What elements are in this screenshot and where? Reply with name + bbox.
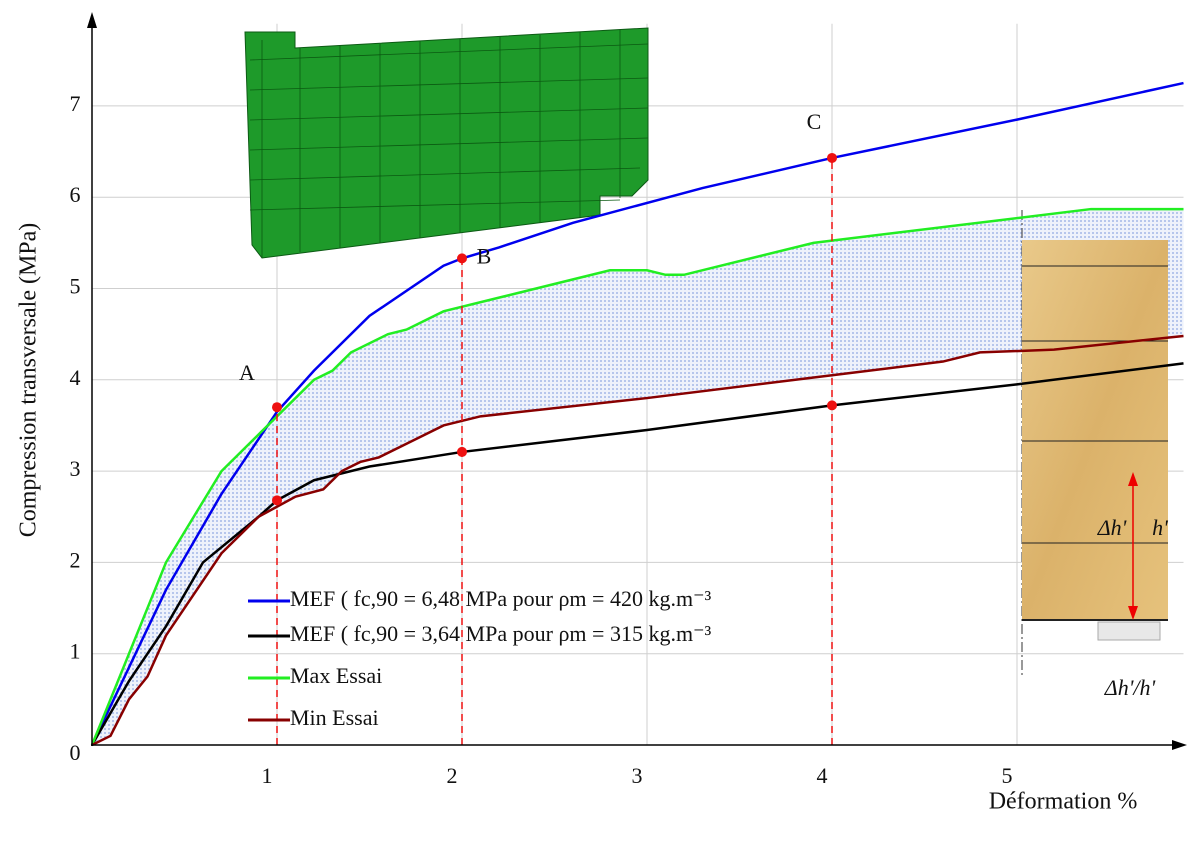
y-tick-label: 5 bbox=[70, 274, 81, 299]
x-tick-label: 1 bbox=[262, 763, 273, 788]
legend-label: MEF ( fc,90 = 6,48 MPa pour ρm = 420 kg.… bbox=[290, 586, 712, 611]
legend-label: Min Essai bbox=[290, 705, 379, 730]
y-tick-label: 0 bbox=[70, 740, 81, 765]
x-tick-label: 3 bbox=[632, 763, 643, 788]
x-arrow bbox=[1172, 740, 1187, 750]
range-band bbox=[92, 209, 1184, 746]
annotation: Δh' bbox=[1097, 515, 1127, 540]
y-arrow bbox=[87, 12, 97, 28]
x-axis-label: Déformation % bbox=[989, 789, 1138, 815]
lines-layer bbox=[90, 81, 1184, 747]
wood-image bbox=[1021, 210, 1168, 675]
axes bbox=[91, 20, 1180, 746]
marker-point bbox=[272, 402, 282, 413]
marker-point bbox=[827, 152, 837, 163]
marker-point bbox=[457, 446, 467, 457]
y-tick-label: 7 bbox=[70, 91, 81, 116]
x-tick-label: 5 bbox=[1002, 763, 1013, 788]
legend-label: MEF ( fc,90 = 3,64 MPa pour ρm = 315 kg.… bbox=[290, 621, 712, 646]
marker-label: A bbox=[239, 360, 255, 385]
y-tick-label: 2 bbox=[70, 547, 81, 572]
legend-label: Max Essai bbox=[290, 663, 382, 688]
annotation: Δh'/h' bbox=[1104, 675, 1156, 700]
annotation: h' bbox=[1152, 515, 1168, 540]
y-tick-label: 4 bbox=[70, 365, 81, 390]
y-tick-label: 1 bbox=[70, 639, 81, 664]
marker-point bbox=[272, 495, 282, 506]
y-axis-label: Compression transversale (MPa) bbox=[16, 223, 42, 538]
x-tick-label: 4 bbox=[817, 763, 828, 788]
series-line bbox=[90, 81, 1184, 746]
marker-label: B bbox=[477, 243, 492, 268]
marker-point bbox=[827, 400, 837, 411]
mesh-image bbox=[244, 27, 649, 259]
x-tick-label: 2 bbox=[447, 763, 458, 788]
series-line bbox=[91, 334, 1184, 747]
series-line bbox=[90, 362, 1184, 746]
marker-label: C bbox=[807, 109, 822, 134]
y-tick-label: 3 bbox=[70, 456, 81, 481]
y-tick-label: 6 bbox=[70, 182, 81, 207]
marker-point bbox=[457, 253, 467, 264]
band-layer bbox=[92, 209, 1184, 746]
